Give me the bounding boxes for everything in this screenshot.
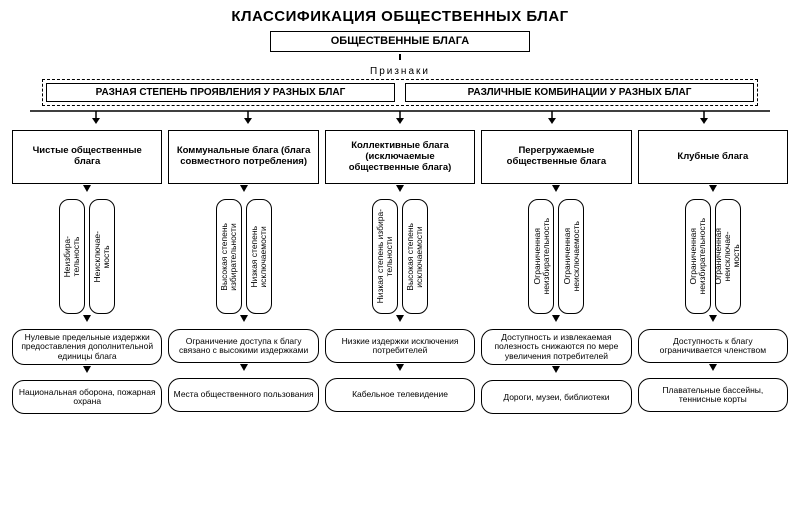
arrow-icon (83, 315, 91, 322)
category-head: Коллективные блага (исключаемые обществе… (325, 130, 475, 184)
examples-pill: Кабельное телевидение (325, 378, 475, 412)
vlabel: Ограниченная неизбирательность (528, 199, 554, 314)
vlabel: Неисключае- мость (89, 199, 115, 314)
description-pill: Доступность и извлекаемая полезность сни… (481, 329, 631, 365)
examples-pill: Национальная оборона, пожарная охрана (12, 380, 162, 414)
vlabels-row: Ограниченная неизбирательность Ограничен… (481, 199, 631, 314)
page-title: КЛАССИФИКАЦИЯ ОБЩЕСТВЕННЫХ БЛАГ (12, 8, 788, 25)
vlabel: Высокая степень исключаемости (402, 199, 428, 314)
vlabel: Ограниченная неизбирательность (685, 199, 711, 314)
arrow-icon (396, 315, 404, 322)
vlabel: Ограниченная неисключаемость (558, 199, 584, 314)
description-pill: Низкие издержки исключения потребителей (325, 329, 475, 363)
arrow-icon (552, 185, 560, 192)
category-head: Перегружаемые общественные блага (481, 130, 631, 184)
vlabels-row: Высокая степень избирательности Низкая с… (168, 199, 318, 314)
signs-label: Признаки (12, 66, 788, 77)
vlabels-row: Ограниченная неизбирательность Ограничен… (638, 199, 788, 314)
category-club: Клубные блага Ограниченная неизбирательн… (638, 130, 788, 414)
examples-pill: Дороги, музеи, библиотеки (481, 380, 631, 414)
description-pill: Ограничение доступа к благу связано с вы… (168, 329, 318, 363)
connector-to-categories (20, 110, 780, 124)
vlabels-row: Неизбира- тельность Неисключае- мость (12, 199, 162, 314)
arrow-icon (552, 315, 560, 322)
category-congested: Перегружаемые общественные блага Огранич… (481, 130, 631, 414)
arrow-icon (709, 185, 717, 192)
vlabel-text: Неизбира- тельность (63, 236, 81, 277)
categories-row: Чистые общественные блага Неизбира- тель… (12, 130, 788, 414)
category-communal: Коммунальные блага (блага совместного по… (168, 130, 318, 414)
arrow-icon (83, 185, 91, 192)
arrow-icon (240, 315, 248, 322)
vlabel: Низкая степень избира- тельности (372, 199, 398, 314)
vlabel-text: Высокая степень избирательности (220, 223, 238, 291)
criteria-wrap: РАЗНАЯ СТЕПЕНЬ ПРОЯВЛЕНИЯ У РАЗНЫХ БЛАГ … (42, 79, 758, 107)
category-pure: Чистые общественные блага Неизбира- тель… (12, 130, 162, 414)
description-pill: Нулевые предельные издержки предоставлен… (12, 329, 162, 365)
arrow-icon (83, 366, 91, 373)
vlabel-text: Ограниченная неисключаемость (563, 221, 581, 291)
category-head: Коммунальные блага (блага совместного по… (168, 130, 318, 184)
vlabel-text: Низкая степень избира- тельности (376, 209, 394, 303)
arrow-icon (396, 364, 404, 371)
criterion-left: РАЗНАЯ СТЕПЕНЬ ПРОЯВЛЕНИЯ У РАЗНЫХ БЛАГ (46, 83, 395, 103)
arrow-icon (552, 366, 560, 373)
vlabels-row: Низкая степень избира- тельности Высокая… (325, 199, 475, 314)
vlabel: Неизбира- тельность (59, 199, 85, 314)
category-collective: Коллективные блага (исключаемые обществе… (325, 130, 475, 414)
vlabel-text: Ограниченная неисключае- мость (714, 228, 741, 284)
vlabel-text: Неисключае- мость (93, 231, 111, 283)
vlabel: Ограниченная неисключае- мость (715, 199, 741, 314)
vlabel: Высокая степень избирательности (216, 199, 242, 314)
criterion-right: РАЗЛИЧНЫЕ КОМБИНАЦИИ У РАЗНЫХ БЛАГ (405, 83, 754, 103)
category-head: Клубные блага (638, 130, 788, 184)
arrow-icon (709, 315, 717, 322)
description-pill: Доступность к благу ограничивается членс… (638, 329, 788, 363)
connector (12, 54, 788, 64)
arrow-icon (709, 364, 717, 371)
arrow-icon (240, 364, 248, 371)
vlabel-text: Ограниченная неизбирательность (689, 218, 707, 294)
root-box: ОБЩЕСТВЕННЫЕ БЛАГА (270, 31, 530, 52)
examples-pill: Плавательные бассейны, теннисные корты (638, 378, 788, 412)
category-head: Чистые общественные блага (12, 130, 162, 184)
vlabel-text: Высокая степень исключаемости (406, 223, 424, 291)
vlabel-text: Низкая степень исключаемости (250, 226, 268, 288)
vlabel-text: Ограниченная неизбирательность (533, 218, 551, 294)
examples-pill: Места общественного пользования (168, 378, 318, 412)
arrow-icon (240, 185, 248, 192)
arrow-icon (396, 185, 404, 192)
vlabel: Низкая степень исключаемости (246, 199, 272, 314)
